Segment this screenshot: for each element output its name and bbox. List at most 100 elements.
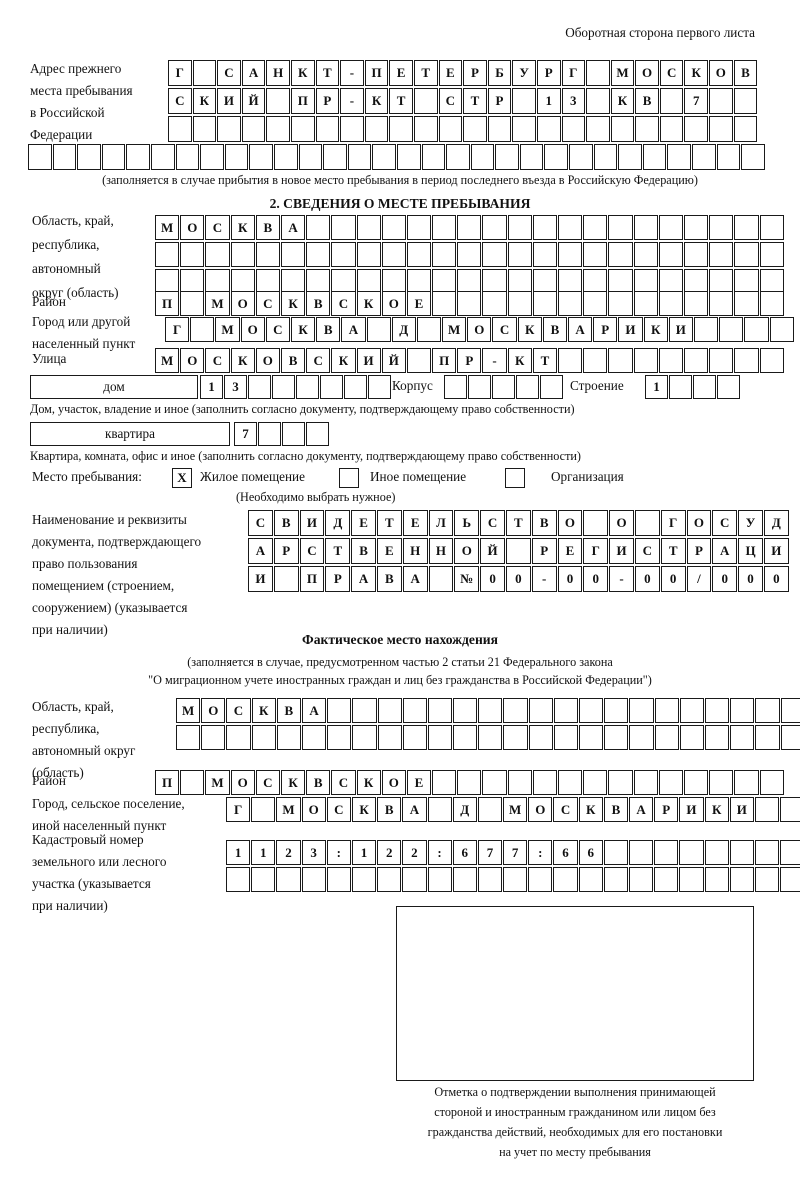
char-cell[interactable]: С [331, 291, 356, 316]
char-cell[interactable]: О [230, 291, 255, 316]
char-cell[interactable] [377, 698, 402, 723]
char-cell[interactable]: 1 [251, 840, 276, 865]
char-cell[interactable] [704, 840, 729, 865]
char-cell[interactable] [477, 797, 503, 822]
char-cell[interactable] [683, 348, 709, 373]
char-cell[interactable] [478, 725, 503, 750]
char-cell[interactable]: Й [480, 538, 505, 564]
char-cell[interactable] [654, 725, 679, 750]
char-cell[interactable] [155, 242, 180, 267]
char-cell[interactable] [180, 291, 205, 316]
char-cell[interactable] [586, 116, 610, 142]
char-cell[interactable] [561, 116, 586, 142]
char-cell[interactable]: Р [654, 797, 679, 822]
char-cell[interactable]: В [306, 770, 331, 795]
char-cell[interactable]: К [251, 698, 276, 723]
char-cell[interactable]: Т [315, 60, 340, 86]
char-cell[interactable]: О [467, 317, 492, 342]
char-cell[interactable]: И [679, 797, 704, 822]
char-cell[interactable]: 7 [684, 88, 709, 114]
char-cell[interactable]: К [290, 60, 315, 86]
char-cell[interactable] [402, 725, 427, 750]
char-cell[interactable]: Е [438, 60, 463, 86]
char-cell[interactable] [503, 725, 528, 750]
char-cell[interactable] [276, 867, 301, 892]
char-cell[interactable] [693, 317, 719, 342]
char-cell[interactable]: К [578, 797, 603, 822]
char-cell[interactable]: О [180, 215, 205, 240]
char-cell[interactable]: П [290, 88, 315, 114]
char-cell[interactable]: Й [381, 348, 406, 373]
char-cell[interactable] [603, 867, 628, 892]
char-cell[interactable] [377, 867, 402, 892]
char-cell[interactable]: Г [561, 60, 586, 86]
char-cell[interactable] [593, 144, 618, 170]
char-cell[interactable] [679, 698, 704, 723]
char-cell[interactable]: Т [532, 348, 557, 373]
char-cell[interactable] [507, 242, 532, 267]
char-cell[interactable] [741, 144, 765, 170]
char-cell[interactable] [754, 797, 780, 822]
char-cell[interactable]: 7 [234, 422, 257, 446]
char-cell[interactable] [583, 215, 608, 240]
char-cell[interactable] [377, 725, 402, 750]
char-cell[interactable]: 3 [561, 88, 586, 114]
char-cell[interactable] [406, 269, 432, 294]
char-cell[interactable]: С [248, 510, 273, 536]
char-cell[interactable] [528, 698, 553, 723]
char-cell[interactable] [709, 242, 734, 267]
char-cell[interactable] [453, 698, 478, 723]
char-cell[interactable] [709, 88, 733, 114]
char-cell[interactable]: Р [273, 538, 299, 564]
prev-address-row-4[interactable] [28, 144, 765, 170]
char-cell[interactable] [452, 867, 477, 892]
char-cell[interactable] [352, 698, 377, 723]
char-cell[interactable] [717, 375, 740, 399]
char-cell[interactable] [326, 867, 351, 892]
char-cell[interactable] [306, 242, 331, 267]
char-cell[interactable]: 0 [763, 566, 789, 592]
char-cell[interactable] [642, 144, 667, 170]
char-cell[interactable] [249, 144, 273, 170]
char-cell[interactable]: О [180, 348, 205, 373]
char-cell[interactable] [413, 116, 438, 142]
char-cell[interactable] [604, 698, 629, 723]
char-cell[interactable] [733, 116, 758, 142]
char-cell[interactable] [604, 725, 629, 750]
char-cell[interactable] [230, 242, 255, 267]
char-cell[interactable]: К [230, 348, 255, 373]
char-cell[interactable] [658, 291, 683, 316]
char-cell[interactable] [512, 116, 536, 142]
char-cell[interactable]: Г [226, 797, 251, 822]
char-cell[interactable]: Т [505, 510, 531, 536]
char-cell[interactable] [633, 215, 658, 240]
char-cell[interactable]: В [733, 60, 758, 86]
char-cell[interactable]: С [634, 538, 660, 564]
char-cell[interactable] [654, 840, 679, 865]
char-cell[interactable]: 0 [480, 566, 505, 592]
char-cell[interactable] [205, 269, 230, 294]
char-cell[interactable] [608, 215, 633, 240]
char-cell[interactable]: П [155, 291, 180, 316]
char-cell[interactable]: С [205, 215, 230, 240]
char-cell[interactable]: В [376, 566, 402, 592]
char-cell[interactable] [769, 317, 794, 342]
char-cell[interactable] [683, 770, 709, 795]
char-cell[interactable] [505, 538, 531, 564]
char-cell[interactable] [583, 291, 608, 316]
char-cell[interactable]: К [192, 88, 217, 114]
char-cell[interactable]: М [155, 215, 180, 240]
char-cell[interactable] [755, 698, 780, 723]
char-cell[interactable]: О [381, 291, 406, 316]
char-cell[interactable]: Б [487, 60, 512, 86]
char-cell[interactable] [544, 144, 569, 170]
char-cell[interactable] [368, 375, 391, 399]
char-cell[interactable]: А [629, 797, 654, 822]
char-cell[interactable] [126, 144, 150, 170]
char-cell[interactable] [553, 725, 578, 750]
char-cell[interactable] [273, 144, 298, 170]
char-cell[interactable]: 7 [477, 840, 503, 865]
char-cell[interactable] [273, 566, 299, 592]
